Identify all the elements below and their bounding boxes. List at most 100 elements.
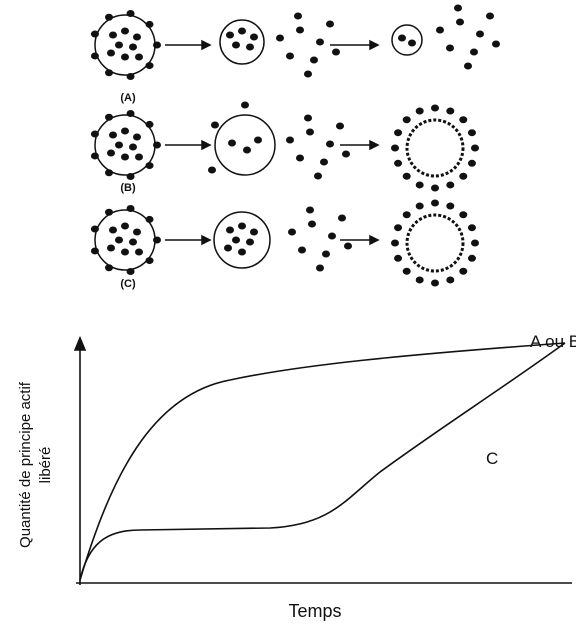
- y-axis-label: Quantité de principe actif: [17, 381, 34, 548]
- particle: [121, 222, 129, 230]
- arrow-head: [369, 39, 380, 51]
- release-schematics: [90, 4, 500, 287]
- particle: [226, 31, 234, 39]
- particle: [344, 242, 352, 250]
- particle: [394, 224, 403, 232]
- particle: [310, 56, 318, 64]
- particle: [211, 121, 219, 129]
- particle: [107, 49, 115, 57]
- particle: [109, 131, 117, 139]
- particle: [109, 31, 117, 39]
- particle: [126, 268, 135, 276]
- matrix: [391, 24, 423, 56]
- particle: [296, 26, 304, 34]
- particle: [402, 211, 411, 219]
- particle: [276, 34, 284, 42]
- particle: [105, 13, 113, 21]
- particle: [90, 247, 99, 255]
- particle: [446, 181, 455, 189]
- particle: [431, 184, 439, 192]
- particle: [446, 276, 455, 284]
- arrow-head: [369, 139, 380, 151]
- particle: [304, 70, 312, 78]
- particle: [232, 41, 240, 49]
- particle: [408, 39, 416, 47]
- curve-label: A ou B: [530, 332, 576, 351]
- particle: [250, 228, 258, 236]
- particle: [431, 279, 439, 287]
- particle: [90, 152, 99, 160]
- particle: [431, 104, 439, 112]
- particle: [129, 43, 137, 51]
- particle: [454, 4, 462, 12]
- particle: [226, 226, 234, 234]
- particle: [476, 30, 484, 38]
- particle: [126, 173, 135, 181]
- particle: [467, 254, 476, 262]
- particle: [107, 149, 115, 157]
- particle: [467, 159, 476, 167]
- particle: [126, 204, 135, 212]
- particle: [135, 53, 143, 61]
- particle: [133, 33, 141, 41]
- particle: [415, 276, 424, 284]
- stage-label: (B): [120, 182, 136, 194]
- particle: [402, 116, 411, 124]
- particle: [238, 27, 246, 35]
- particle: [105, 69, 113, 77]
- matrix: [219, 19, 265, 65]
- particle: [326, 140, 334, 148]
- particle: [431, 199, 439, 207]
- particle: [135, 153, 143, 161]
- particle: [391, 239, 399, 247]
- curve-c: [79, 342, 566, 581]
- particle: [208, 166, 216, 174]
- particle: [121, 127, 129, 135]
- particle: [304, 114, 312, 122]
- particle: [145, 120, 154, 128]
- particle: [459, 116, 468, 124]
- arrow-head: [201, 234, 212, 246]
- particle: [126, 109, 135, 117]
- particle: [129, 143, 137, 151]
- particle: [492, 40, 500, 48]
- particle: [153, 41, 161, 49]
- particle: [316, 264, 324, 272]
- arrow-head: [201, 39, 212, 51]
- particle: [286, 136, 294, 144]
- particle: [316, 38, 324, 46]
- particle: [115, 41, 123, 49]
- particle: [105, 113, 113, 121]
- stage-label: (A): [120, 92, 136, 104]
- particle: [394, 129, 403, 137]
- particle: [105, 264, 113, 272]
- matrix: [405, 118, 465, 178]
- particle: [246, 43, 254, 51]
- particle: [90, 30, 99, 38]
- particle: [129, 238, 137, 246]
- stage-label: (C): [120, 278, 136, 290]
- particle: [145, 215, 154, 223]
- particle: [126, 9, 135, 17]
- particle: [328, 232, 336, 240]
- particle: [446, 202, 455, 210]
- particle: [415, 107, 424, 115]
- particle: [471, 144, 479, 152]
- particle: [121, 27, 129, 35]
- particle: [338, 214, 346, 222]
- particle: [326, 20, 334, 28]
- particle: [145, 257, 154, 265]
- particle: [446, 44, 454, 52]
- particle: [243, 146, 251, 154]
- particle: [145, 62, 154, 70]
- particle: [135, 248, 143, 256]
- particle: [459, 172, 468, 180]
- particle: [467, 224, 476, 232]
- particle: [90, 225, 99, 233]
- particle: [446, 107, 455, 115]
- x-axis-label: Temps: [288, 601, 341, 621]
- particle: [459, 267, 468, 275]
- matrix: [214, 114, 276, 176]
- particle: [121, 248, 129, 256]
- particle: [250, 33, 258, 41]
